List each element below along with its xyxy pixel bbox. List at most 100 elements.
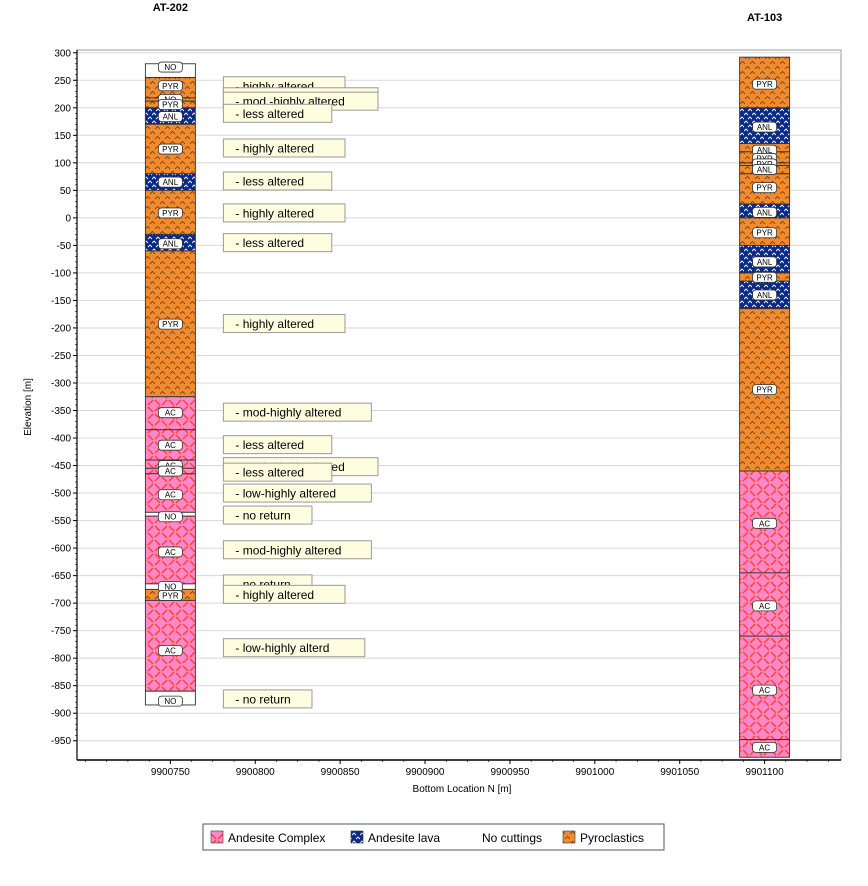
note-text: - less altered [235,174,304,188]
code-tag [157,489,183,501]
lithology-code-label: ANL [157,176,183,188]
lithology-code-label: AC [157,546,183,558]
x-tick-label: 9901100 [745,767,784,778]
annotations: - highly altered- mod.-highly altered- m… [222,76,379,709]
x-tick-label: 9900800 [236,767,275,778]
x-tick-label: 9900950 [490,767,529,778]
code-tag [752,517,777,529]
grid [77,52,841,742]
y-tick-label: 200 [54,103,71,114]
code-text: PYR [162,100,179,109]
y-tick-label: -800 [51,654,71,665]
lithology-code-label: AC [157,465,183,477]
note-text: - low-highly altered [235,487,336,501]
y-axis: 300 250 200 150 100 50 0 -50 -100 -150 -200 -250 -30… [51,48,78,760]
y-tick-label: -550 [51,516,71,527]
legend-label: Andesite lava [368,831,440,845]
legend-swatch [210,830,224,844]
code-text: AC [165,441,176,450]
code-text: AC [165,491,176,500]
y-tick-label: -50 [57,241,72,252]
note-box [222,103,333,123]
y-tick-label: 50 [60,186,72,197]
code-text: AC [759,743,770,752]
lithology-code-label: NO [157,61,183,73]
code-tag [157,590,183,601]
code-text: ANL [757,165,773,174]
legend-item: Pyroclastics [562,830,644,845]
code-tag [157,407,183,419]
note-box [222,689,313,709]
lithology-code-label: PYR [157,143,183,155]
code-tag [752,78,777,90]
code-text: AC [165,548,176,557]
lithology-code-label: AC [157,439,183,451]
y-tick-label: -500 [51,489,71,500]
code-text: ANL [163,240,179,249]
y-tick-label: -900 [51,709,71,720]
y-tick-label: -950 [51,736,71,747]
legend-label: Pyroclastics [580,831,644,845]
x-tick-label: 9901050 [660,767,699,778]
y-tick-label: 100 [54,158,71,169]
code-tag [752,121,777,133]
alteration-note: - no return [222,505,313,525]
code-text: ANL [757,123,773,132]
note-box [222,138,346,158]
note-box [222,402,372,422]
code-tag [157,80,183,92]
x-tick-label: 9901000 [575,767,614,778]
well-columns: NO PYR NO PYR ANL PYR ANL PYR ANL PYR AC AC AC AC AC NO… [144,56,791,758]
legend-swatch [480,831,492,843]
lithology-code-label: PYR [752,78,777,90]
lithology-code-label: AC [752,517,777,529]
alteration-note: - less altered [222,435,333,455]
lithology-code-label: NO [157,511,183,523]
code-text: AC [759,602,770,611]
code-text: NO [164,513,176,522]
alteration-note: - less altered [222,233,333,253]
lithology-code-label: AC [752,684,777,696]
well-name: AT-202 [153,2,188,14]
code-tag [157,99,183,110]
note-text: - mod-highly altered [235,543,341,557]
lithology-code-label: AC [752,600,777,612]
code-tag [157,207,183,219]
alteration-note: - mod-highly altered [222,402,372,422]
code-tag [157,61,183,73]
code-tag [157,143,183,155]
note-text: - no return [235,509,290,523]
legend-swatch [350,830,364,844]
lithology-code-label: AC [157,645,183,656]
code-tag [752,271,777,283]
note-text: - less altered [235,236,304,250]
note-box [222,203,346,223]
note-box [222,540,372,560]
y-tick-label: -100 [51,268,71,279]
legend-label: Andesite Complex [228,831,325,845]
note-box [222,483,372,503]
alteration-note: - no return [222,689,313,709]
y-tick-label: -350 [51,406,71,417]
note-box [222,638,366,658]
code-text: AC [759,519,770,528]
legend-item: No cuttings [480,831,542,845]
alteration-note: - less altered [222,103,333,123]
y-tick-label: -250 [51,351,71,362]
note-text: - highly altered [235,206,314,220]
note-box [222,171,333,191]
code-tag [752,289,777,301]
note-text: - less altered [235,107,304,121]
code-text: PYR [162,82,179,91]
code-text: PYR [756,386,773,395]
lithology-code-label: NO [157,695,183,707]
code-tag [157,176,183,188]
code-tag [752,600,777,612]
note-text: - less altered [235,466,304,480]
code-tag [157,511,183,523]
code-text: PYR [756,80,773,89]
legend-box [202,823,665,851]
plot-area [76,49,842,761]
y-tick-label: 300 [54,48,71,59]
code-text: PYR [756,273,773,282]
